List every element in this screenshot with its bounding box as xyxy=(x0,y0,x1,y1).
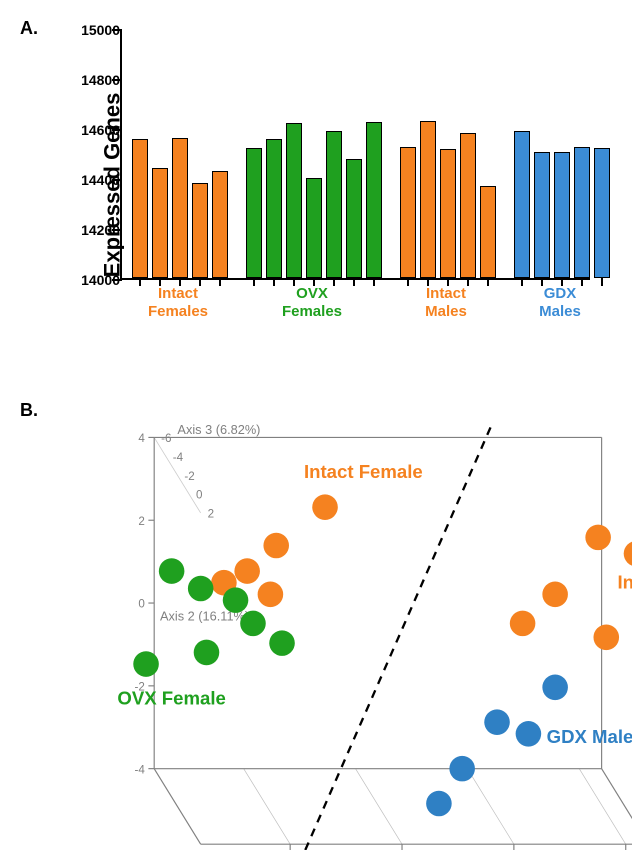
group-label: GDX Males xyxy=(512,285,608,321)
bar xyxy=(212,171,228,279)
bar xyxy=(594,148,610,278)
scatter-point xyxy=(585,525,611,551)
bar xyxy=(132,139,148,278)
scatter-point xyxy=(312,494,338,520)
scatter-point xyxy=(449,756,475,782)
scatter-point xyxy=(133,651,159,677)
bar xyxy=(192,183,208,278)
scatter-point xyxy=(516,721,542,747)
scatter-point xyxy=(624,541,632,567)
y-tick-label: 14000 xyxy=(81,272,120,288)
bar xyxy=(326,131,342,279)
scatter-group-label: GDX Male xyxy=(547,726,632,747)
bar xyxy=(574,147,590,278)
bar xyxy=(440,149,456,278)
z-tick-label: -4 xyxy=(173,451,184,464)
scatter-point xyxy=(510,611,536,637)
scatter-point xyxy=(223,587,249,613)
scatter-plot-svg: -6-4-202Axis 3 (6.82%)-4-2024Axis 2 (16.… xyxy=(90,420,632,850)
z-tick-label: 2 xyxy=(208,508,214,521)
scatter-group-label: OVX Female xyxy=(117,688,225,709)
separator-line xyxy=(305,426,491,850)
z-tick-label: -2 xyxy=(184,470,194,483)
y-tick-label: 2 xyxy=(138,515,144,528)
bar-plot-area xyxy=(120,30,590,280)
scatter-point xyxy=(258,582,284,608)
z-tick-label: 0 xyxy=(196,489,202,502)
scatter-point xyxy=(263,533,289,559)
scatter-point xyxy=(484,709,510,735)
bar xyxy=(514,131,530,279)
bar xyxy=(306,178,322,278)
bar xyxy=(246,148,262,278)
bar xyxy=(534,152,550,278)
bar xyxy=(346,159,362,278)
scatter-point xyxy=(593,625,619,651)
scatter-group-label: Intact Male xyxy=(618,572,632,593)
bar xyxy=(480,186,496,279)
y-tick-label: 15000 xyxy=(81,22,120,38)
group-label: OVX Females xyxy=(244,285,380,321)
bar xyxy=(554,152,570,278)
bar xyxy=(400,147,416,278)
axis3-label: Axis 3 (6.82%) xyxy=(177,422,260,437)
y-tick-label: 14600 xyxy=(81,122,120,138)
y-tick-label: 14400 xyxy=(81,172,120,188)
y-tick-label: 0 xyxy=(138,598,144,611)
bar xyxy=(460,133,476,278)
y-tick-label: 4 xyxy=(138,432,145,445)
y-tick-label: 14200 xyxy=(81,222,120,238)
scatter-point xyxy=(542,582,568,608)
scatter-point xyxy=(240,611,266,637)
bar xyxy=(152,168,168,278)
bar xyxy=(420,121,436,279)
bar xyxy=(266,139,282,278)
panel-b-scatter: -6-4-202Axis 3 (6.82%)-4-2024Axis 2 (16.… xyxy=(30,400,600,830)
bar xyxy=(366,122,382,278)
panel-a-bar-chart: Expressed Genes 140001420014400146001480… xyxy=(30,20,600,350)
y-tick-label: 14800 xyxy=(81,72,120,88)
scatter-point xyxy=(234,558,260,584)
scatter-point xyxy=(426,791,452,817)
scatter-point xyxy=(542,675,568,701)
z-tick-label: -6 xyxy=(161,432,171,445)
scatter-point xyxy=(269,630,295,656)
scatter-group-label: Intact Female xyxy=(304,461,423,482)
group-label: Intact Females xyxy=(130,285,226,321)
scatter-point xyxy=(159,558,185,584)
scatter-point xyxy=(188,576,214,602)
bar xyxy=(172,138,188,278)
scatter-point xyxy=(194,640,220,666)
y-tick-label: -4 xyxy=(135,763,146,776)
group-label: Intact Males xyxy=(398,285,494,321)
bar xyxy=(286,123,302,278)
